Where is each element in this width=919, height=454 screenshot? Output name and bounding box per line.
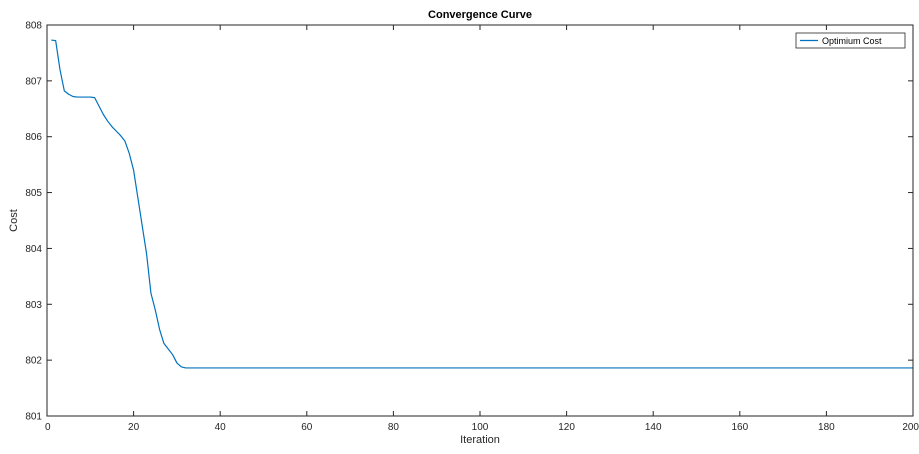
series-group: [51, 39, 913, 369]
x-tick-label: 200: [902, 422, 919, 433]
x-tick-label: 80: [388, 422, 400, 433]
y-axis-label: Cost: [8, 209, 20, 232]
x-tick-label: 180: [818, 422, 835, 433]
plot-area: [47, 25, 913, 416]
y-tick-label: 803: [25, 300, 42, 311]
y-tick-label: 802: [25, 356, 42, 367]
x-axis-label: Iteration: [460, 434, 500, 446]
x-tick-label: 120: [558, 422, 575, 433]
y-tick-label: 805: [25, 188, 42, 199]
x-tick-label: 100: [472, 422, 489, 433]
y-tick-label: 801: [25, 412, 42, 423]
series-line-optimium-cost: [51, 39, 913, 369]
x-tick-label: 140: [645, 422, 662, 433]
x-tick-label: 60: [301, 422, 313, 433]
legend-label: Optimium Cost: [822, 36, 882, 46]
chart-title: Convergence Curve: [428, 9, 532, 21]
tick-labels-group: 0 20 40 60 80 100 120 140 160 180 200 801 802 803 804 8…: [25, 21, 919, 434]
y-tick-label: 806: [25, 132, 42, 143]
x-tick-label: 20: [128, 422, 140, 433]
x-tick-label: 160: [731, 422, 748, 433]
legend-box: [795, 32, 906, 49]
x-tick-label: 0: [45, 422, 51, 433]
y-tick-label: 807: [25, 76, 42, 87]
legend: Optimium Cost: [795, 32, 906, 49]
y-tick-label: 804: [25, 244, 42, 255]
y-tick-label: 808: [25, 21, 42, 32]
x-tick-label: 40: [215, 422, 227, 433]
axes-box: [46, 24, 914, 417]
